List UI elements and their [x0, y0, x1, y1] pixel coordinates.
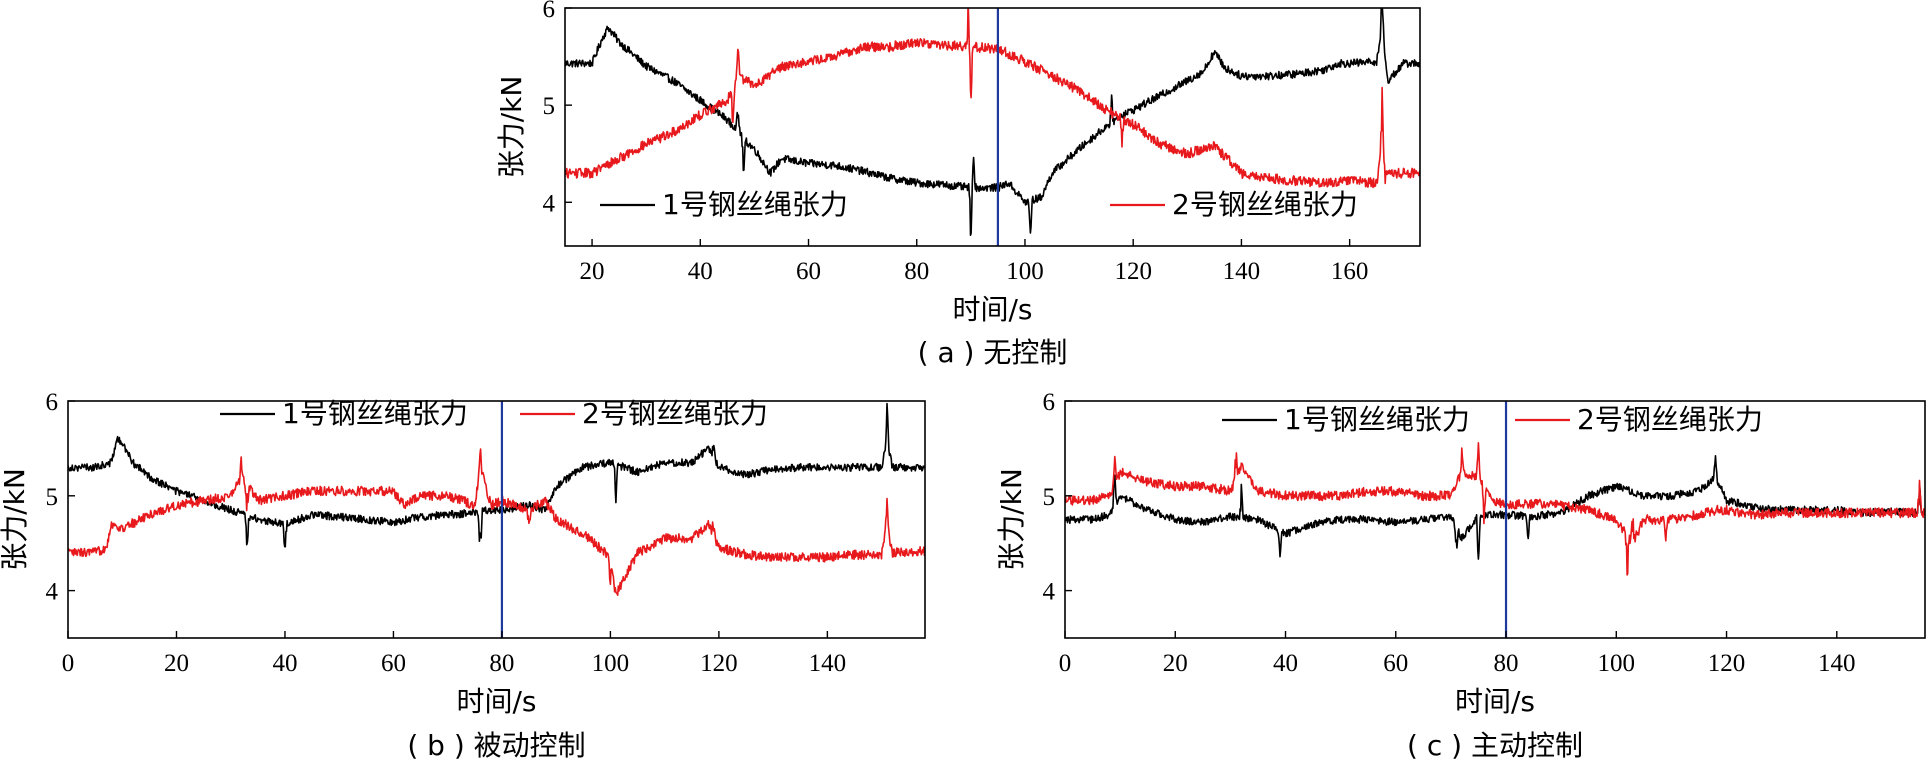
legend-label-1: 1号钢丝绳张力: [1284, 403, 1470, 436]
legend-label-1: 1号钢丝绳张力: [662, 188, 848, 221]
plot-area: [1065, 442, 1925, 576]
x-axis-label: 时间/s: [456, 685, 536, 718]
series-line-2: [1065, 442, 1925, 576]
x-tick-label: 20: [1163, 650, 1188, 677]
x-axis-label: 时间/s: [952, 293, 1032, 326]
x-tick-label: 100: [1006, 258, 1044, 285]
series-line-2: [565, 8, 1420, 189]
x-tick-label: 20: [164, 650, 189, 677]
y-tick-label: 5: [543, 93, 556, 120]
y-tick-label: 4: [46, 579, 59, 606]
series-line-2: [68, 448, 925, 596]
x-tick-label: 140: [1223, 258, 1261, 285]
plot-frame: [1064, 400, 1926, 639]
legend-label-2: 2号钢丝绳张力: [1172, 188, 1358, 221]
series-line-1: [565, 8, 1420, 236]
x-tick-label: 20: [580, 258, 605, 285]
y-tick-label: 4: [543, 190, 556, 217]
x-axis-label: 时间/s: [1455, 685, 1535, 718]
plot-frame: [67, 400, 926, 639]
y-axis-label: 张力/kN: [995, 468, 1028, 571]
y-axis-label: 张力/kN: [495, 76, 528, 179]
y-tick-label: 5: [46, 484, 59, 511]
legend-label-1: 1号钢丝绳张力: [282, 397, 468, 430]
legend-label-2: 2号钢丝绳张力: [1577, 403, 1763, 436]
chart-caption: ( b ) 被动控制: [407, 729, 585, 762]
x-tick-label: 0: [62, 650, 75, 677]
x-tick-label: 80: [1494, 650, 1519, 677]
y-tick-label: 5: [1043, 484, 1056, 511]
y-tick-label: 6: [543, 0, 556, 23]
x-tick-label: 120: [1114, 258, 1152, 285]
x-tick-label: 140: [809, 650, 847, 677]
plot-area: [565, 8, 1420, 236]
x-tick-label: 60: [381, 650, 406, 677]
y-tick-label: 4: [1043, 579, 1056, 606]
plot-frame: [564, 7, 1421, 247]
chart-caption: ( a ) 无控制: [918, 336, 1068, 369]
x-tick-label: 100: [592, 650, 630, 677]
x-tick-label: 40: [272, 650, 297, 677]
x-tick-label: 140: [1818, 650, 1856, 677]
x-tick-label: 120: [700, 650, 738, 677]
chart-a-no-control: 20 40 60 80 100 120 140 160 4 5 6 时间/s 张力/kN ( a ) 无控…: [495, 0, 1421, 369]
chart-c-active-control: 0 20 40 60 80 100 120 140 4 5 6 时间/s 张力/kN ( c ) 主动控制…: [995, 389, 1926, 762]
x-tick-label: 120: [1708, 650, 1746, 677]
chart-caption: ( c ) 主动控制: [1407, 729, 1583, 762]
x-tick-label: 40: [1273, 650, 1298, 677]
series-line-1: [68, 402, 925, 548]
y-axis-label: 张力/kN: [0, 468, 31, 571]
chart-b-passive-control: 0 20 40 60 80 100 120 140 4 5 6 时间/s 张力/kN ( b ) 被动控制…: [0, 389, 926, 762]
x-tick-label: 0: [1059, 650, 1072, 677]
series-line-1: [1065, 455, 1925, 560]
x-tick-label: 100: [1598, 650, 1636, 677]
x-tick-label: 40: [688, 258, 713, 285]
y-tick-label: 6: [1043, 389, 1056, 416]
plot-area: [68, 402, 925, 596]
y-tick-label: 6: [46, 389, 59, 416]
x-tick-label: 60: [1383, 650, 1408, 677]
x-tick-label: 80: [489, 650, 514, 677]
legend-label-2: 2号钢丝绳张力: [582, 397, 768, 430]
x-tick-label: 80: [904, 258, 929, 285]
x-tick-label: 60: [796, 258, 821, 285]
x-tick-label: 160: [1331, 258, 1369, 285]
